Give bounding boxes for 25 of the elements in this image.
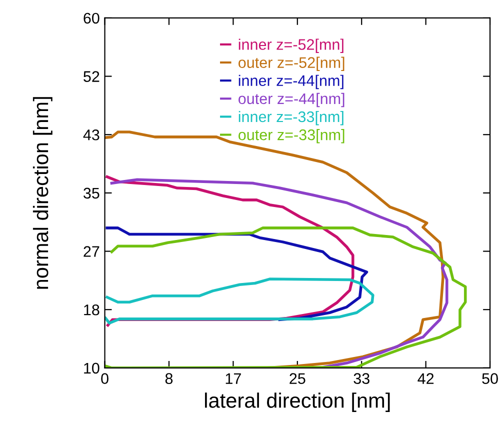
y-tick-label: 52	[84, 71, 100, 82]
y-tick-label: 10	[84, 362, 100, 374]
line-series	[104, 278, 374, 325]
x-axis-title: lateral direction [nm]	[205, 392, 390, 412]
x-tick-label: 42	[418, 373, 434, 384]
x-tick-label: 0	[101, 373, 108, 384]
legend-label: outer z=-52[nm]	[238, 56, 344, 72]
y-tick-label: 27	[84, 246, 100, 257]
x-tick-label: 33	[354, 373, 370, 384]
legend-label: inner z=-52[mn]	[238, 38, 344, 53]
line-series	[104, 226, 467, 368]
y-axis-title: normal direction [nm]	[32, 97, 52, 289]
x-tick-label: 50	[482, 373, 498, 384]
line-series	[110, 178, 448, 368]
y-tick-label: 43	[83, 129, 100, 140]
legend-label: outer z=-33[nm]	[238, 129, 344, 144]
x-tick-label: 25	[290, 373, 306, 384]
y-tick-label: 60	[84, 12, 100, 24]
legend-label: inner z=-44[nm]	[238, 74, 344, 90]
y-tick-label: 18	[84, 304, 100, 316]
legend-label: inner z=-33[nm]	[238, 110, 344, 126]
x-tick-label: 8	[165, 373, 173, 384]
legend-label: outer z=-44[nm]	[238, 92, 344, 108]
x-tick-label: 17	[226, 373, 241, 384]
y-tick-label: 35	[84, 188, 100, 199]
